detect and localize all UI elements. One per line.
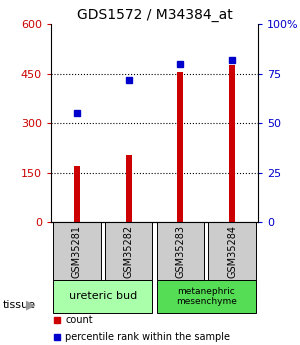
Bar: [125, 155, 132, 223]
Text: GSM35283: GSM35283: [176, 225, 185, 278]
Bar: [229, 66, 235, 223]
Bar: [157, 280, 256, 313]
Text: ureteric bud: ureteric bud: [69, 292, 137, 302]
Title: GDS1572 / M34384_at: GDS1572 / M34384_at: [76, 8, 232, 22]
Text: metanephric
mesenchyme: metanephric mesenchyme: [176, 287, 237, 306]
Text: ▶: ▶: [26, 299, 35, 312]
Text: tissue: tissue: [3, 300, 36, 310]
Bar: [53, 280, 152, 313]
Bar: [74, 166, 80, 223]
Text: GSM35282: GSM35282: [124, 225, 134, 278]
Text: count: count: [65, 315, 93, 325]
Bar: [53, 223, 101, 280]
Text: GSM35281: GSM35281: [72, 225, 82, 278]
Bar: [177, 72, 184, 223]
Bar: [208, 223, 256, 280]
Text: percentile rank within the sample: percentile rank within the sample: [65, 332, 230, 342]
Bar: [157, 223, 204, 280]
Bar: [105, 223, 152, 280]
Text: GSM35284: GSM35284: [227, 225, 237, 278]
